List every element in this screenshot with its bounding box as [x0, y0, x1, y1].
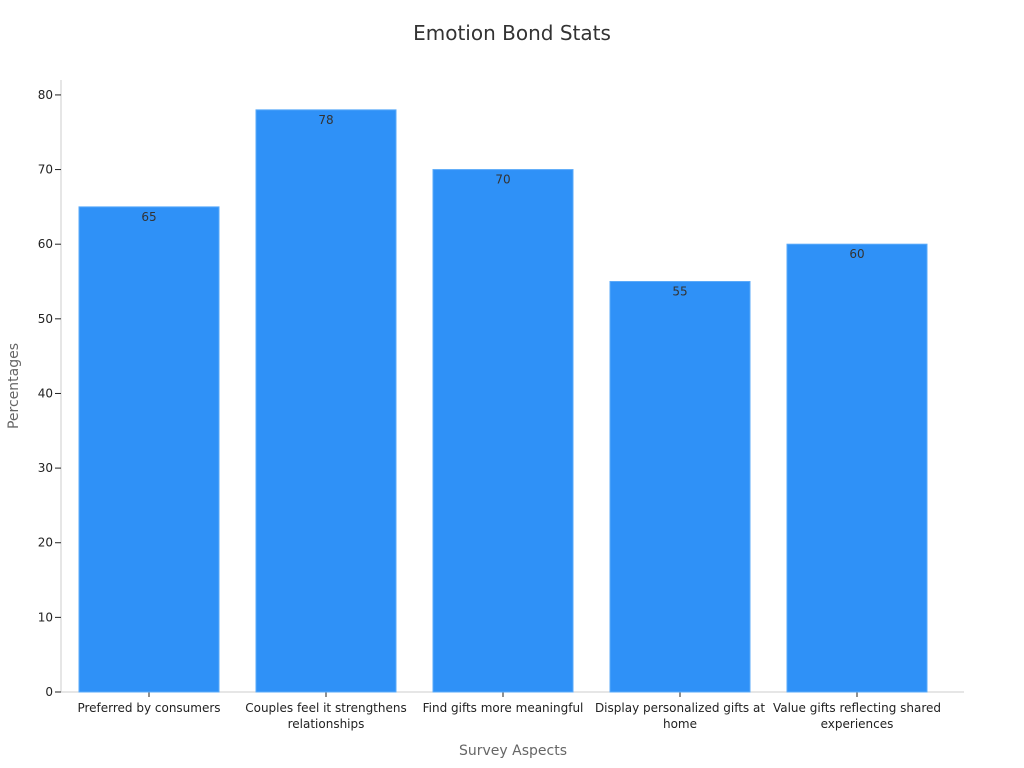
- y-tick-label: 70: [38, 163, 53, 177]
- data-labels: 65 78 70 55 60: [141, 113, 864, 299]
- x-tick-label: Display personalized gifts at: [595, 701, 765, 715]
- y-axis: 0 10 20 30 40 50 60 70 80: [38, 80, 62, 699]
- bar: [78, 206, 220, 693]
- y-tick-label: 20: [38, 536, 53, 550]
- bar: [255, 109, 397, 693]
- x-tick-label: Preferred by consumers: [77, 701, 220, 715]
- y-axis-title: Percentages: [6, 343, 22, 429]
- bar-value-label: 65: [141, 210, 156, 224]
- y-tick-label: 30: [38, 461, 53, 475]
- x-tick-label: home: [663, 717, 697, 731]
- bar: [786, 243, 928, 693]
- y-tick-label: 40: [38, 386, 53, 400]
- bar-value-label: 78: [318, 113, 333, 127]
- bar-value-label: 55: [672, 285, 687, 299]
- y-tick-label: 50: [38, 312, 53, 326]
- chart-title: Emotion Bond Stats: [413, 21, 611, 45]
- y-tick-label: 80: [38, 88, 53, 102]
- x-tick-label: Value gifts reflecting shared: [773, 701, 941, 715]
- x-tick-label: relationships: [288, 717, 365, 731]
- bar-value-label: 60: [849, 247, 864, 261]
- y-tick-label: 0: [45, 685, 53, 699]
- y-tick-label: 60: [38, 237, 53, 251]
- bars: [78, 109, 928, 693]
- y-tick-label: 10: [38, 610, 53, 624]
- x-tick-label: experiences: [821, 717, 894, 731]
- x-axis: Preferred by consumers Couples feel it st…: [61, 691, 964, 731]
- bar: [609, 281, 751, 693]
- x-tick-label: Find gifts more meaningful: [423, 701, 584, 715]
- x-axis-title: Survey Aspects: [459, 743, 567, 759]
- bar: [432, 169, 574, 693]
- x-tick-label: Couples feel it strengthens: [245, 701, 407, 715]
- bar-value-label: 70: [495, 173, 510, 187]
